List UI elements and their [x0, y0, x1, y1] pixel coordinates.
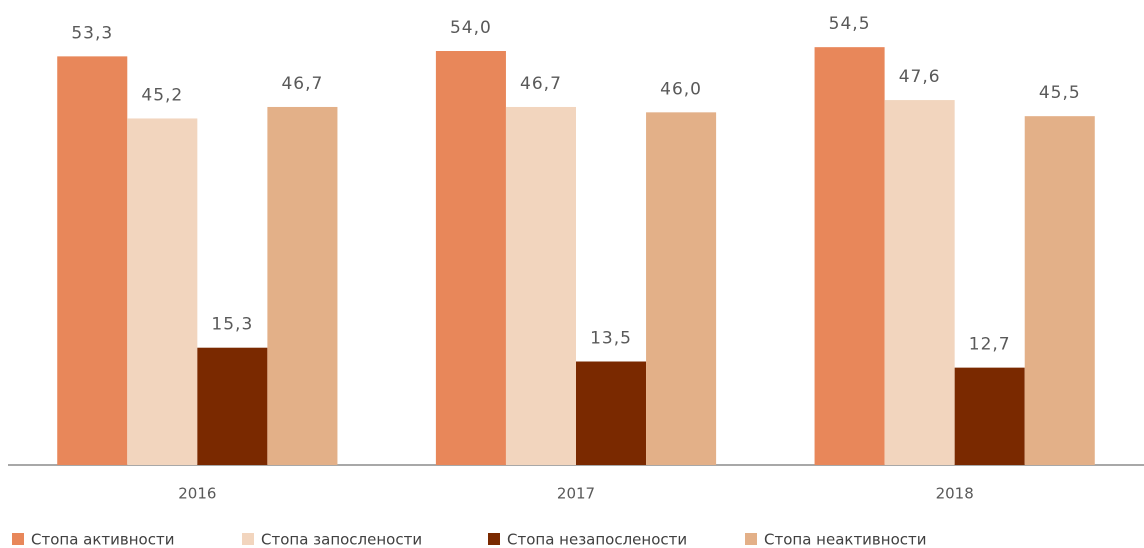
- bar: [646, 112, 717, 465]
- bar: [576, 361, 647, 465]
- value-label: 15,3: [211, 315, 253, 335]
- x-tick-label: 2016: [178, 485, 216, 503]
- value-label: 13,5: [590, 329, 632, 349]
- legend-swatch: [745, 533, 757, 545]
- bar: [57, 56, 128, 465]
- legend-label: Стопа активности: [31, 531, 174, 548]
- legend-label: Стопа неактивности: [764, 531, 927, 548]
- x-tick-label: 2018: [936, 485, 974, 503]
- legend-label: Стопа незапослености: [507, 531, 687, 548]
- value-label: 46,7: [281, 74, 323, 94]
- value-label: 46,7: [520, 74, 562, 94]
- value-label: 45,2: [141, 85, 183, 105]
- value-label: 54,0: [450, 18, 492, 38]
- legend-label: Стопа запослености: [261, 531, 422, 548]
- bar: [435, 51, 506, 465]
- bar: [197, 347, 268, 465]
- legend-swatch: [242, 533, 254, 545]
- value-label: 45,5: [1039, 83, 1081, 103]
- bar: [267, 106, 338, 465]
- legend-swatch: [488, 533, 500, 545]
- bar: [505, 106, 576, 465]
- value-label: 47,6: [899, 67, 941, 87]
- legend-swatch: [12, 533, 24, 545]
- bar: [884, 100, 955, 466]
- x-tick-label: 2017: [557, 485, 595, 503]
- value-label: 12,7: [969, 335, 1011, 355]
- bar: [954, 367, 1025, 465]
- value-label: 53,3: [71, 23, 113, 43]
- bar: [127, 118, 198, 465]
- bar: [1024, 116, 1095, 466]
- value-label: 46,0: [660, 79, 702, 99]
- value-label: 54,5: [829, 14, 871, 34]
- bar: [814, 47, 885, 466]
